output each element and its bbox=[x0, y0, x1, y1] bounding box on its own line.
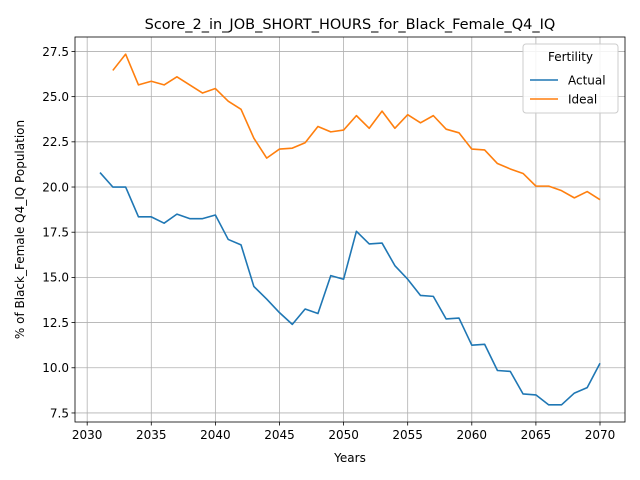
x-tick-label: 2065 bbox=[521, 428, 552, 442]
chart-title: Score_2_in_JOB_SHORT_HOURS_for_Black_Fem… bbox=[145, 17, 556, 33]
x-tick-label: 2050 bbox=[328, 428, 359, 442]
grid-lines bbox=[75, 37, 625, 422]
plot-frame bbox=[74, 36, 626, 423]
y-tick-label: 22.5 bbox=[42, 135, 69, 149]
x-tick-label: 2070 bbox=[585, 428, 616, 442]
legend-title: Fertility bbox=[548, 50, 593, 64]
x-tick-label: 2035 bbox=[136, 428, 167, 442]
series-line-ideal bbox=[112, 53, 601, 201]
y-tick-label: 20.0 bbox=[42, 180, 69, 194]
y-axis-ticks: 7.5 10.0 12.5 15.0 17.5 20.0 22.5 25.0 27.5 bbox=[42, 45, 75, 420]
x-tick-label: 2055 bbox=[392, 428, 423, 442]
legend-box bbox=[522, 43, 619, 114]
y-tick-label: 10.0 bbox=[42, 361, 69, 375]
x-tick-label: 2030 bbox=[72, 428, 103, 442]
legend: Fertility Actual Ideal bbox=[522, 43, 619, 114]
y-tick-label: 7.5 bbox=[50, 406, 69, 420]
y-tick-label: 17.5 bbox=[42, 226, 69, 240]
y-tick-label: 25.0 bbox=[42, 90, 69, 104]
legend-label-ideal: Ideal bbox=[568, 93, 597, 107]
x-tick-label: 2040 bbox=[200, 428, 231, 442]
x-tick-label: 2060 bbox=[457, 428, 488, 442]
legend-label-actual: Actual bbox=[568, 74, 606, 88]
y-tick-label: 27.5 bbox=[42, 45, 69, 59]
y-tick-label: 12.5 bbox=[42, 316, 69, 330]
y-tick-label: 15.0 bbox=[42, 271, 69, 285]
x-axis-label: Years bbox=[333, 451, 366, 465]
x-tick-label: 2045 bbox=[264, 428, 295, 442]
series-line-actual bbox=[99, 172, 601, 406]
y-axis-label: % of Black_Female Q4_IQ Population bbox=[13, 120, 27, 339]
series-layer bbox=[99, 53, 601, 406]
x-axis-ticks: 2030 2035 2040 2045 2050 2055 2060 2065 2070 bbox=[72, 422, 615, 442]
